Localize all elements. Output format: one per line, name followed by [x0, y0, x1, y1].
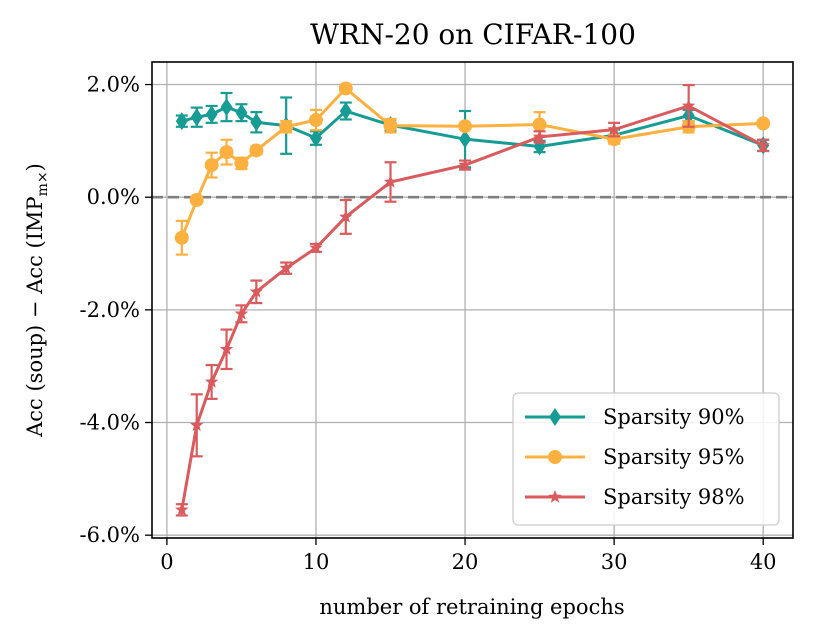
y-tick-label: -2.0% — [80, 298, 140, 322]
data-point — [756, 116, 771, 131]
legend-marker — [549, 408, 561, 426]
data-point — [249, 284, 264, 298]
y-tick-label: -4.0% — [80, 411, 140, 435]
data-point — [458, 158, 472, 171]
data-point — [756, 138, 770, 152]
data-point — [309, 240, 323, 254]
data-point — [458, 119, 473, 134]
legend-marker — [548, 450, 562, 464]
chart-title: WRN-20 on CIFAR-100 — [310, 18, 636, 51]
data-point — [220, 98, 233, 117]
data-point — [204, 374, 219, 388]
data-point — [234, 306, 249, 320]
data-point — [279, 119, 294, 134]
data-point — [204, 158, 219, 173]
data-point — [250, 113, 263, 132]
legend-label: Sparsity 95% — [603, 445, 745, 469]
series-layer — [174, 81, 771, 517]
y-axis-label-sub: m× — [35, 171, 51, 196]
legend-label: Sparsity 90% — [603, 405, 745, 429]
legend-marker — [548, 490, 562, 503]
y-axis-label: Acc (soup) − Acc (IMPm×) — [23, 163, 51, 438]
axis-ticks: 0 10 20 30 40 2.0% 0.0% -2.0% -4.0% -6.0% — [80, 73, 777, 574]
data-point — [219, 342, 234, 355]
data-point — [175, 112, 188, 131]
data-point — [189, 193, 204, 208]
data-point — [308, 113, 323, 128]
x-tick-label: 20 — [452, 550, 479, 574]
data-point — [190, 418, 204, 431]
data-point — [190, 108, 203, 127]
data-point — [338, 81, 353, 96]
y-tick-label: 0.0% — [87, 185, 140, 209]
legend-box — [512, 392, 780, 526]
data-point — [205, 105, 218, 124]
y-axis-label-main: Acc (soup) − Acc (IMP — [23, 196, 47, 438]
data-point — [607, 122, 621, 136]
plot-frame — [151, 61, 794, 539]
data-point — [383, 118, 398, 133]
data-point — [681, 98, 696, 112]
data-point — [175, 502, 189, 516]
data-point — [309, 129, 322, 148]
data-point — [219, 145, 234, 160]
y-tick-label: -6.0% — [80, 523, 140, 547]
data-point — [339, 102, 352, 121]
legend: Sparsity 90% Sparsity 95% Sparsity 98% — [512, 392, 780, 526]
data-point — [532, 129, 547, 143]
y-axis-label-close: ) — [23, 163, 47, 171]
x-axis-label: number of retraining epochs — [319, 595, 624, 619]
x-tick-label: 40 — [750, 550, 777, 574]
x-tick-label: 10 — [303, 550, 330, 574]
data-point — [249, 143, 264, 158]
data-point — [459, 130, 472, 149]
data-point — [174, 230, 189, 245]
data-point — [339, 209, 353, 223]
data-point — [279, 261, 293, 274]
x-tick-label: 30 — [601, 550, 628, 574]
data-point — [383, 174, 398, 188]
data-point — [234, 156, 249, 171]
y-tick-label: 2.0% — [87, 73, 140, 97]
y-axis-label-group: Acc (soup) − Acc (IMPm×) — [23, 163, 51, 438]
x-tick-label: 0 — [160, 550, 173, 574]
series-diamond — [175, 91, 770, 169]
data-point — [532, 117, 547, 132]
data-point — [235, 103, 248, 122]
series-star — [175, 83, 770, 517]
legend-label: Sparsity 98% — [603, 485, 745, 509]
